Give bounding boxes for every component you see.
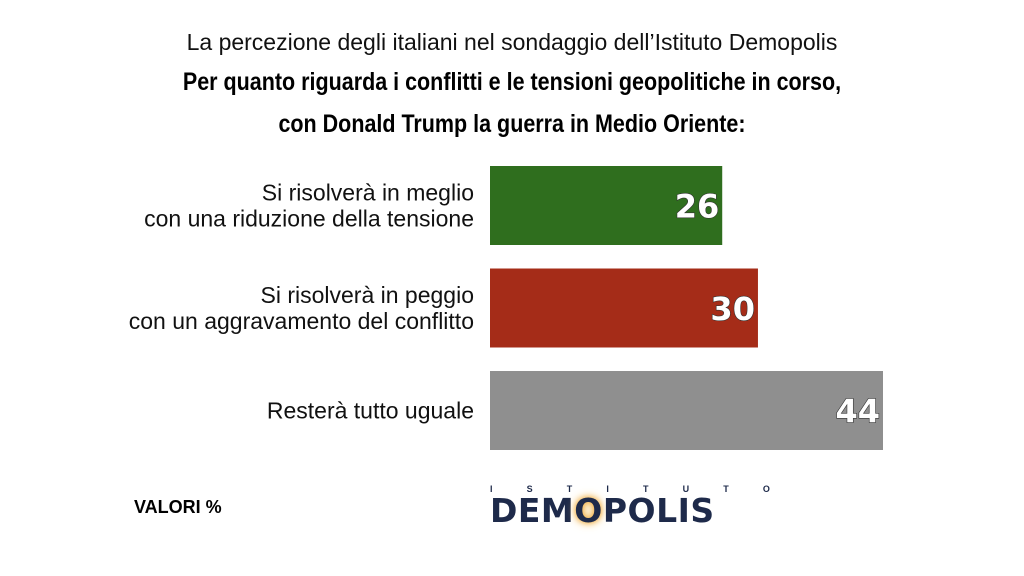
category-label-1-line-2: con una riduzione della tensione xyxy=(144,206,474,232)
bar-value-label-3: 44 xyxy=(835,393,880,431)
logo-letter: T xyxy=(643,484,649,494)
bar-3 xyxy=(490,371,883,450)
bar-value-label-1: 26 xyxy=(675,188,720,226)
logo-letter: U xyxy=(682,484,690,494)
logo-letter: S xyxy=(526,484,533,494)
bar-2 xyxy=(490,268,758,348)
category-label-1-line-1: Si risolverà in meglio xyxy=(262,180,474,206)
category-label-3-line-1: Resterà tutto uguale xyxy=(267,398,474,424)
logo-letter: I xyxy=(606,484,609,494)
logo-letter: T xyxy=(566,484,573,494)
chart-title-line-1: Per quanto riguarda i conflitti e le ten… xyxy=(182,68,842,96)
category-label-2-line-2: con un aggravamento del conflitto xyxy=(129,308,474,334)
chart-subtitle: La percezione degli italiani nel sondagg… xyxy=(186,29,838,55)
bar-1 xyxy=(490,166,723,245)
category-label-2-line-1: Si risolverà in peggio xyxy=(260,282,474,308)
logo-wordmark-post: POLIS xyxy=(602,491,715,530)
logo-wordmark-pre: DEM xyxy=(490,491,575,530)
logo-letter: T xyxy=(723,484,729,494)
logo-letter: O xyxy=(762,484,770,494)
logo-wordmark: DEMOPOLIS xyxy=(490,493,770,529)
chart-title-line-2: con Donald Trump la guerra in Medio Orie… xyxy=(278,110,746,138)
logo-wordmark-highlight: O xyxy=(574,491,603,530)
values-percent-note: VALORI % xyxy=(134,497,222,517)
logo-letter: I xyxy=(490,484,493,494)
bar-value-label-2: 30 xyxy=(710,290,755,328)
